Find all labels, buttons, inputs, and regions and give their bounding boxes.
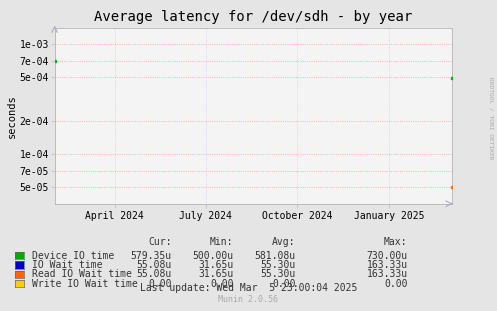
Text: 579.35u: 579.35u: [130, 251, 171, 261]
Text: 55.08u: 55.08u: [136, 260, 171, 270]
Text: Write IO Wait time: Write IO Wait time: [32, 279, 138, 289]
Text: Avg:: Avg:: [272, 237, 296, 247]
Text: 55.08u: 55.08u: [136, 269, 171, 279]
Text: 0.00: 0.00: [210, 279, 234, 289]
Text: 31.65u: 31.65u: [198, 269, 234, 279]
Text: Device IO time: Device IO time: [32, 251, 114, 261]
Text: 581.08u: 581.08u: [254, 251, 296, 261]
Text: Last update: Wed Mar  5 23:00:04 2025: Last update: Wed Mar 5 23:00:04 2025: [140, 283, 357, 293]
Text: 0.00: 0.00: [272, 279, 296, 289]
Text: Read IO Wait time: Read IO Wait time: [32, 269, 132, 279]
Text: 55.30u: 55.30u: [260, 269, 296, 279]
Text: 0.00: 0.00: [384, 279, 408, 289]
Text: 163.33u: 163.33u: [366, 269, 408, 279]
Text: Max:: Max:: [384, 237, 408, 247]
Text: 31.65u: 31.65u: [198, 260, 234, 270]
Text: 0.00: 0.00: [148, 279, 171, 289]
Text: IO Wait time: IO Wait time: [32, 260, 103, 270]
Text: RRDTOOL / TOBI OETIKER: RRDTOOL / TOBI OETIKER: [489, 77, 494, 160]
Text: 163.33u: 163.33u: [366, 260, 408, 270]
Title: Average latency for /dev/sdh - by year: Average latency for /dev/sdh - by year: [94, 10, 413, 24]
Text: 730.00u: 730.00u: [366, 251, 408, 261]
Text: Min:: Min:: [210, 237, 234, 247]
Text: 500.00u: 500.00u: [192, 251, 234, 261]
Text: 55.30u: 55.30u: [260, 260, 296, 270]
Text: Cur:: Cur:: [148, 237, 171, 247]
Text: Munin 2.0.56: Munin 2.0.56: [219, 295, 278, 304]
Y-axis label: seconds: seconds: [7, 94, 17, 138]
